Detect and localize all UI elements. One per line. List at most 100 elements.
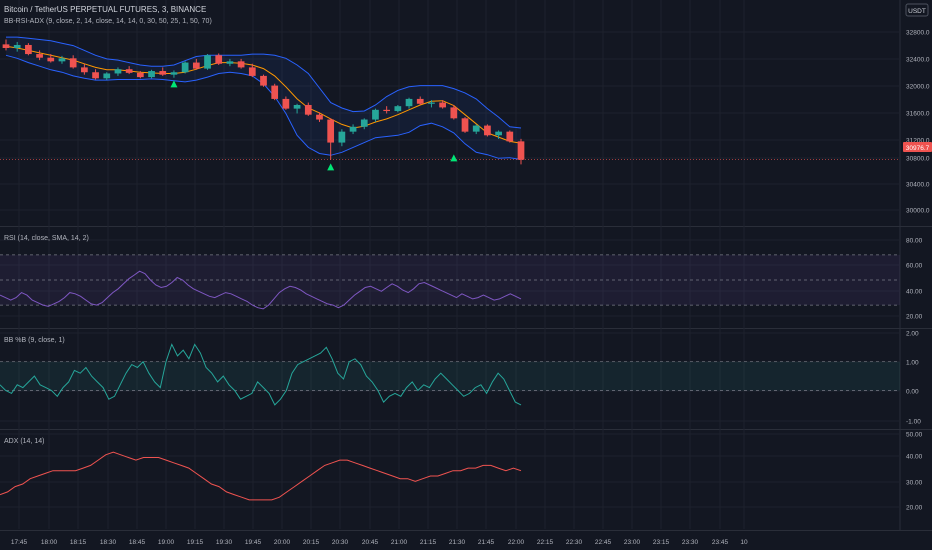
x-tick-label: 22:00 xyxy=(508,539,525,546)
candle xyxy=(394,104,402,113)
adx-line xyxy=(0,451,522,501)
candle xyxy=(36,50,43,61)
y-tick-label: 31200.0 xyxy=(906,138,930,145)
y-tick-label: 40.00 xyxy=(906,454,923,461)
x-tick-label: 22:45 xyxy=(595,539,612,546)
candle xyxy=(439,100,446,109)
candle xyxy=(349,124,357,135)
y-tick-label: 20.00 xyxy=(906,505,923,512)
candle xyxy=(136,71,144,79)
symbol-title: Bitcoin / TetherUS PERPETUAL FUTURES, 3,… xyxy=(4,5,206,14)
rsi-line xyxy=(0,270,522,310)
candle xyxy=(461,117,469,133)
candle xyxy=(2,39,10,51)
x-tick-label: 17:45 xyxy=(11,539,28,546)
x-tick-label: 18:45 xyxy=(129,539,146,546)
candle xyxy=(293,103,301,114)
x-tick-label: 18:30 xyxy=(100,539,117,546)
y-tick-label: 20.00 xyxy=(906,314,923,321)
y-tick-label: 0.00 xyxy=(906,389,919,396)
x-tick-label: 19:00 xyxy=(158,539,175,546)
candle xyxy=(327,118,335,160)
candle xyxy=(428,100,435,108)
x-tick-label: 23:30 xyxy=(682,539,699,546)
y-tick-label: 80.00 xyxy=(906,238,923,245)
x-tick-label: 19:15 xyxy=(187,539,204,546)
x-tick-label: 20:30 xyxy=(332,539,349,546)
candle xyxy=(506,130,514,143)
bollinger-bands xyxy=(5,36,522,160)
bollinger-upper xyxy=(6,36,522,129)
x-tick-label: 23:45 xyxy=(712,539,729,546)
candle xyxy=(47,54,55,63)
x-tick-label: 20:00 xyxy=(274,539,291,546)
y-tick-label: -1.00 xyxy=(906,419,921,426)
rsi-band xyxy=(0,254,900,306)
y-tick-label: 30400.0 xyxy=(906,182,930,189)
candle xyxy=(181,61,189,74)
candle xyxy=(159,67,167,76)
y-tick-label: 30800.0 xyxy=(906,156,930,163)
x-tick-label: 21:30 xyxy=(449,539,466,546)
x-tick-label: 22:30 xyxy=(566,539,583,546)
candle xyxy=(125,66,133,75)
x-tick-label: 18:00 xyxy=(41,539,58,546)
candle xyxy=(25,43,32,56)
candle xyxy=(237,58,245,69)
candle xyxy=(148,69,155,79)
indicator-title[interactable]: BB-RSI-ADX (9, close, 2, 14, close, 14, … xyxy=(4,18,212,25)
candle xyxy=(92,69,99,80)
panel-divider[interactable] xyxy=(0,429,932,430)
candle xyxy=(495,130,502,139)
y-tick-label: 32000.0 xyxy=(906,84,930,91)
y-tick-label: 50.00 xyxy=(906,432,923,439)
candle xyxy=(204,54,211,70)
buy-signals xyxy=(170,80,458,171)
grid-lines xyxy=(0,0,900,529)
candle xyxy=(103,72,111,81)
currency-badge[interactable] xyxy=(905,3,929,17)
indicator-lines xyxy=(0,270,522,501)
rsi-title[interactable]: RSI (14, close, SMA, 14, 2) xyxy=(4,235,89,242)
panel-divider[interactable] xyxy=(0,226,932,227)
candle xyxy=(13,41,21,52)
panel-divider[interactable] xyxy=(0,328,932,329)
candle xyxy=(282,96,290,110)
x-tick-label: 19:30 xyxy=(216,539,233,546)
x-tick-label: 21:00 xyxy=(391,539,408,546)
y-tick-label: 1.00 xyxy=(906,360,919,367)
candle xyxy=(416,96,424,105)
candle xyxy=(58,55,66,64)
x-tick-label: 21:45 xyxy=(478,539,495,546)
adx-title[interactable]: ADX (14, 14) xyxy=(4,438,44,445)
candle xyxy=(316,112,323,122)
x-tick-label: 20:45 xyxy=(362,539,379,546)
bbpct-line xyxy=(0,343,522,406)
last-price-tag xyxy=(903,142,932,152)
candle xyxy=(383,106,391,114)
candle xyxy=(248,63,256,78)
x-tick-label: 23:15 xyxy=(653,539,670,546)
bbpct-title[interactable]: BB %B (9, close, 1) xyxy=(4,337,65,344)
x-tick-label: 19:45 xyxy=(245,539,262,546)
x-tick-label: 22:15 xyxy=(537,539,554,546)
candle xyxy=(69,55,77,69)
y-tick-label: 2.00 xyxy=(906,331,919,338)
x-tick-label: 10 xyxy=(740,539,748,546)
candle xyxy=(450,104,458,120)
bollinger-fill xyxy=(6,37,521,160)
y-tick-label: 30000.0 xyxy=(906,208,930,215)
time-axis[interactable]: 17:45 18:00 18:15 18:30 18:45 19:00 19:15 19:30… xyxy=(11,539,748,546)
candle xyxy=(360,118,368,130)
buy-signal-marker xyxy=(450,154,458,162)
panel-divider xyxy=(0,530,932,531)
x-tick-label: 20:15 xyxy=(303,539,320,546)
y-tick-label: 32800.0 xyxy=(906,30,930,37)
price-axis[interactable]: 32800.0 32400.0 32000.0 31600.0 31200.0 30800… xyxy=(906,30,930,512)
candle xyxy=(338,129,346,147)
candle xyxy=(405,97,413,109)
candle xyxy=(472,124,480,135)
candle xyxy=(170,70,178,78)
buy-signal-marker xyxy=(327,163,335,171)
